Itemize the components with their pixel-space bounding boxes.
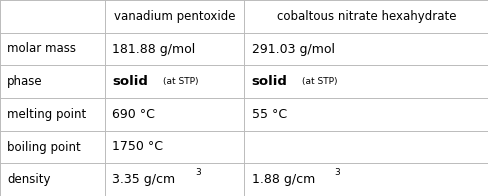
Text: molar mass: molar mass [7, 43, 76, 55]
Text: (at STP): (at STP) [163, 77, 198, 86]
Text: 3: 3 [334, 168, 340, 177]
Text: 181.88 g/mol: 181.88 g/mol [112, 43, 195, 55]
Text: phase: phase [7, 75, 43, 88]
Text: solid: solid [112, 75, 148, 88]
Text: 55 °C: 55 °C [251, 108, 286, 121]
Text: 1750 °C: 1750 °C [112, 141, 163, 153]
Text: (at STP): (at STP) [302, 77, 337, 86]
Text: melting point: melting point [7, 108, 86, 121]
Text: 1.88 g/cm: 1.88 g/cm [251, 173, 314, 186]
Text: boiling point: boiling point [7, 141, 81, 153]
Text: 3: 3 [195, 168, 200, 177]
Text: vanadium pentoxide: vanadium pentoxide [114, 10, 235, 23]
Text: 3.35 g/cm: 3.35 g/cm [112, 173, 175, 186]
Text: cobaltous nitrate hexahydrate: cobaltous nitrate hexahydrate [276, 10, 456, 23]
Text: 291.03 g/mol: 291.03 g/mol [251, 43, 334, 55]
Text: solid: solid [251, 75, 287, 88]
Text: density: density [7, 173, 51, 186]
Text: 690 °C: 690 °C [112, 108, 155, 121]
